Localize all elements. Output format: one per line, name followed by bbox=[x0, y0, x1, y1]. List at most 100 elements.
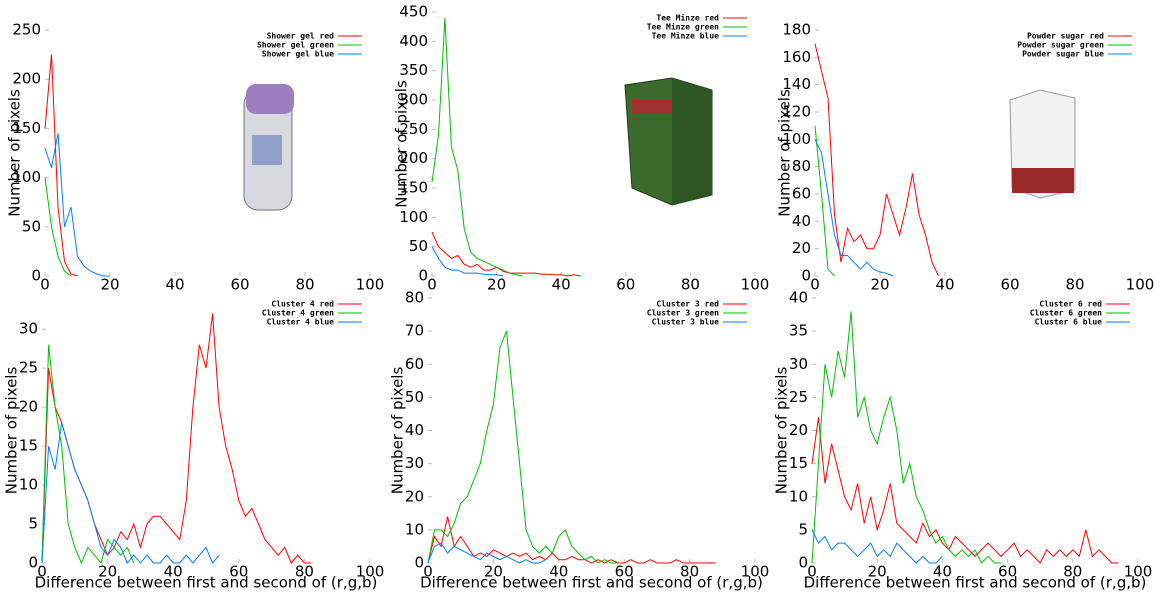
legend-label: Cluster 6 blue bbox=[1035, 318, 1103, 327]
x-tick-label: 0 bbox=[37, 563, 47, 581]
y-tick-label: 0 bbox=[798, 554, 808, 572]
legend-label: Cluster 4 green bbox=[262, 309, 334, 318]
series-line bbox=[814, 139, 894, 277]
y-tick-label: 300 bbox=[399, 91, 428, 109]
panel: 0 5 10 15 20 25 30 35 40 0 20 40 60 80 100 Number of pi… bbox=[773, 289, 1153, 592]
x-axis-label: Difference between first and second of (… bbox=[804, 574, 1147, 592]
y-tick-label: 30 bbox=[405, 454, 424, 472]
x-tick-label: 60 bbox=[230, 276, 249, 294]
x-tick-label: 0 bbox=[427, 276, 437, 294]
x-tick-label: 100 bbox=[356, 276, 385, 294]
y-tick-label: 120 bbox=[782, 103, 811, 121]
legend-label: Powder sugar green bbox=[1017, 41, 1104, 50]
x-tick-label: 80 bbox=[295, 563, 314, 581]
y-tick-label: 50 bbox=[22, 217, 41, 235]
y-tick-label: 0 bbox=[31, 267, 41, 285]
x-tick-label: 80 bbox=[295, 276, 314, 294]
legend-label: Powder sugar red bbox=[1027, 32, 1104, 41]
sugar-box-image bbox=[1009, 89, 1076, 199]
series-line bbox=[44, 54, 78, 277]
legend-label: Cluster 6 green bbox=[1030, 309, 1102, 318]
series-line bbox=[41, 344, 135, 565]
y-tick-label: 50 bbox=[409, 237, 428, 255]
x-tick-label: 0 bbox=[423, 563, 433, 581]
series-line bbox=[431, 231, 581, 277]
y-tick-label: 15 bbox=[19, 437, 38, 455]
series-line bbox=[427, 516, 716, 564]
x-tick-label: 0 bbox=[807, 563, 817, 581]
y-tick-label: 30 bbox=[789, 355, 808, 373]
y-tick-label: 15 bbox=[789, 454, 808, 472]
y-tick-label: 10 bbox=[789, 487, 808, 505]
y-axis-label: Number of pixels bbox=[3, 367, 21, 495]
legend-label: Tee Minze blue bbox=[652, 31, 720, 41]
y-tick-label: 10 bbox=[19, 476, 38, 494]
legend-label: Shower gel red bbox=[267, 32, 335, 41]
tea-box-image bbox=[624, 77, 713, 206]
legend-label: Cluster 4 blue bbox=[267, 318, 335, 327]
y-tick-label: 20 bbox=[19, 398, 38, 416]
y-tick-label: 50 bbox=[405, 388, 424, 406]
y-tick-label: 20 bbox=[789, 421, 808, 439]
x-tick-label: 60 bbox=[616, 276, 635, 294]
x-tick-label: 60 bbox=[229, 563, 248, 581]
x-tick-label: 100 bbox=[356, 563, 385, 581]
y-tick-label: 100 bbox=[782, 130, 811, 148]
y-tick-label: 20 bbox=[792, 239, 811, 257]
series-line bbox=[431, 246, 504, 277]
y-tick-label: 0 bbox=[28, 554, 38, 572]
x-tick-label: 20 bbox=[870, 276, 889, 294]
y-tick-label: 60 bbox=[792, 185, 811, 203]
x-tick-label: 40 bbox=[165, 276, 184, 294]
series-line bbox=[814, 125, 835, 277]
y-tick-label: 200 bbox=[12, 70, 41, 88]
y-tick-label: 0 bbox=[414, 554, 424, 572]
x-tick-label: 80 bbox=[1063, 563, 1082, 581]
y-tick-label: 40 bbox=[792, 212, 811, 230]
legend-label: Shower gel blue bbox=[262, 50, 334, 59]
y-tick-label: 25 bbox=[19, 359, 38, 377]
x-tick-label: 80 bbox=[681, 276, 700, 294]
y-tick-label: 400 bbox=[399, 32, 428, 50]
panel: 0 10 20 30 40 50 60 70 80 0 20 40 60 80 100 Number of p… bbox=[389, 289, 770, 592]
y-tick-label: 180 bbox=[782, 21, 811, 39]
x-tick-label: 60 bbox=[615, 563, 634, 581]
y-tick-label: 80 bbox=[405, 289, 424, 307]
x-tick-label: 20 bbox=[98, 563, 117, 581]
x-tick-label: 60 bbox=[998, 563, 1017, 581]
y-tick-label: 5 bbox=[28, 515, 38, 533]
y-tick-label: 40 bbox=[789, 289, 808, 307]
y-axis-label: Number of pixels bbox=[389, 367, 407, 495]
x-axis-label: Difference between first and second of (… bbox=[35, 574, 378, 592]
x-tick-label: 0 bbox=[40, 276, 50, 294]
legend-label: Cluster 3 red bbox=[656, 300, 719, 309]
legend-label: Cluster 3 blue bbox=[652, 318, 720, 327]
legend-label: Cluster 3 green bbox=[647, 309, 719, 318]
shower-gel-image bbox=[243, 84, 294, 211]
y-tick-label: 150 bbox=[12, 119, 41, 137]
y-tick-label: 250 bbox=[12, 21, 41, 39]
series-line bbox=[431, 17, 523, 277]
x-tick-label: 20 bbox=[868, 563, 887, 581]
y-axis-label: Number of pixels bbox=[773, 367, 791, 495]
y-tick-label: 60 bbox=[405, 355, 424, 373]
series-line bbox=[41, 313, 311, 564]
x-tick-label: 20 bbox=[484, 563, 503, 581]
x-tick-label: 80 bbox=[680, 563, 699, 581]
x-tick-label: 60 bbox=[1000, 276, 1019, 294]
x-axis-label: Difference between first and second of (… bbox=[420, 574, 763, 592]
y-tick-label: 80 bbox=[792, 157, 811, 175]
x-tick-label: 100 bbox=[1126, 276, 1155, 294]
x-tick-label: 0 bbox=[810, 276, 820, 294]
series-line bbox=[427, 330, 618, 564]
y-tick-label: 30 bbox=[19, 320, 38, 338]
x-tick-label: 20 bbox=[487, 276, 506, 294]
series-line bbox=[44, 133, 110, 277]
series-line bbox=[811, 529, 943, 564]
x-tick-label: 100 bbox=[1124, 563, 1153, 581]
y-tick-label: 100 bbox=[12, 168, 41, 186]
legend-label: Cluster 4 red bbox=[271, 300, 334, 309]
